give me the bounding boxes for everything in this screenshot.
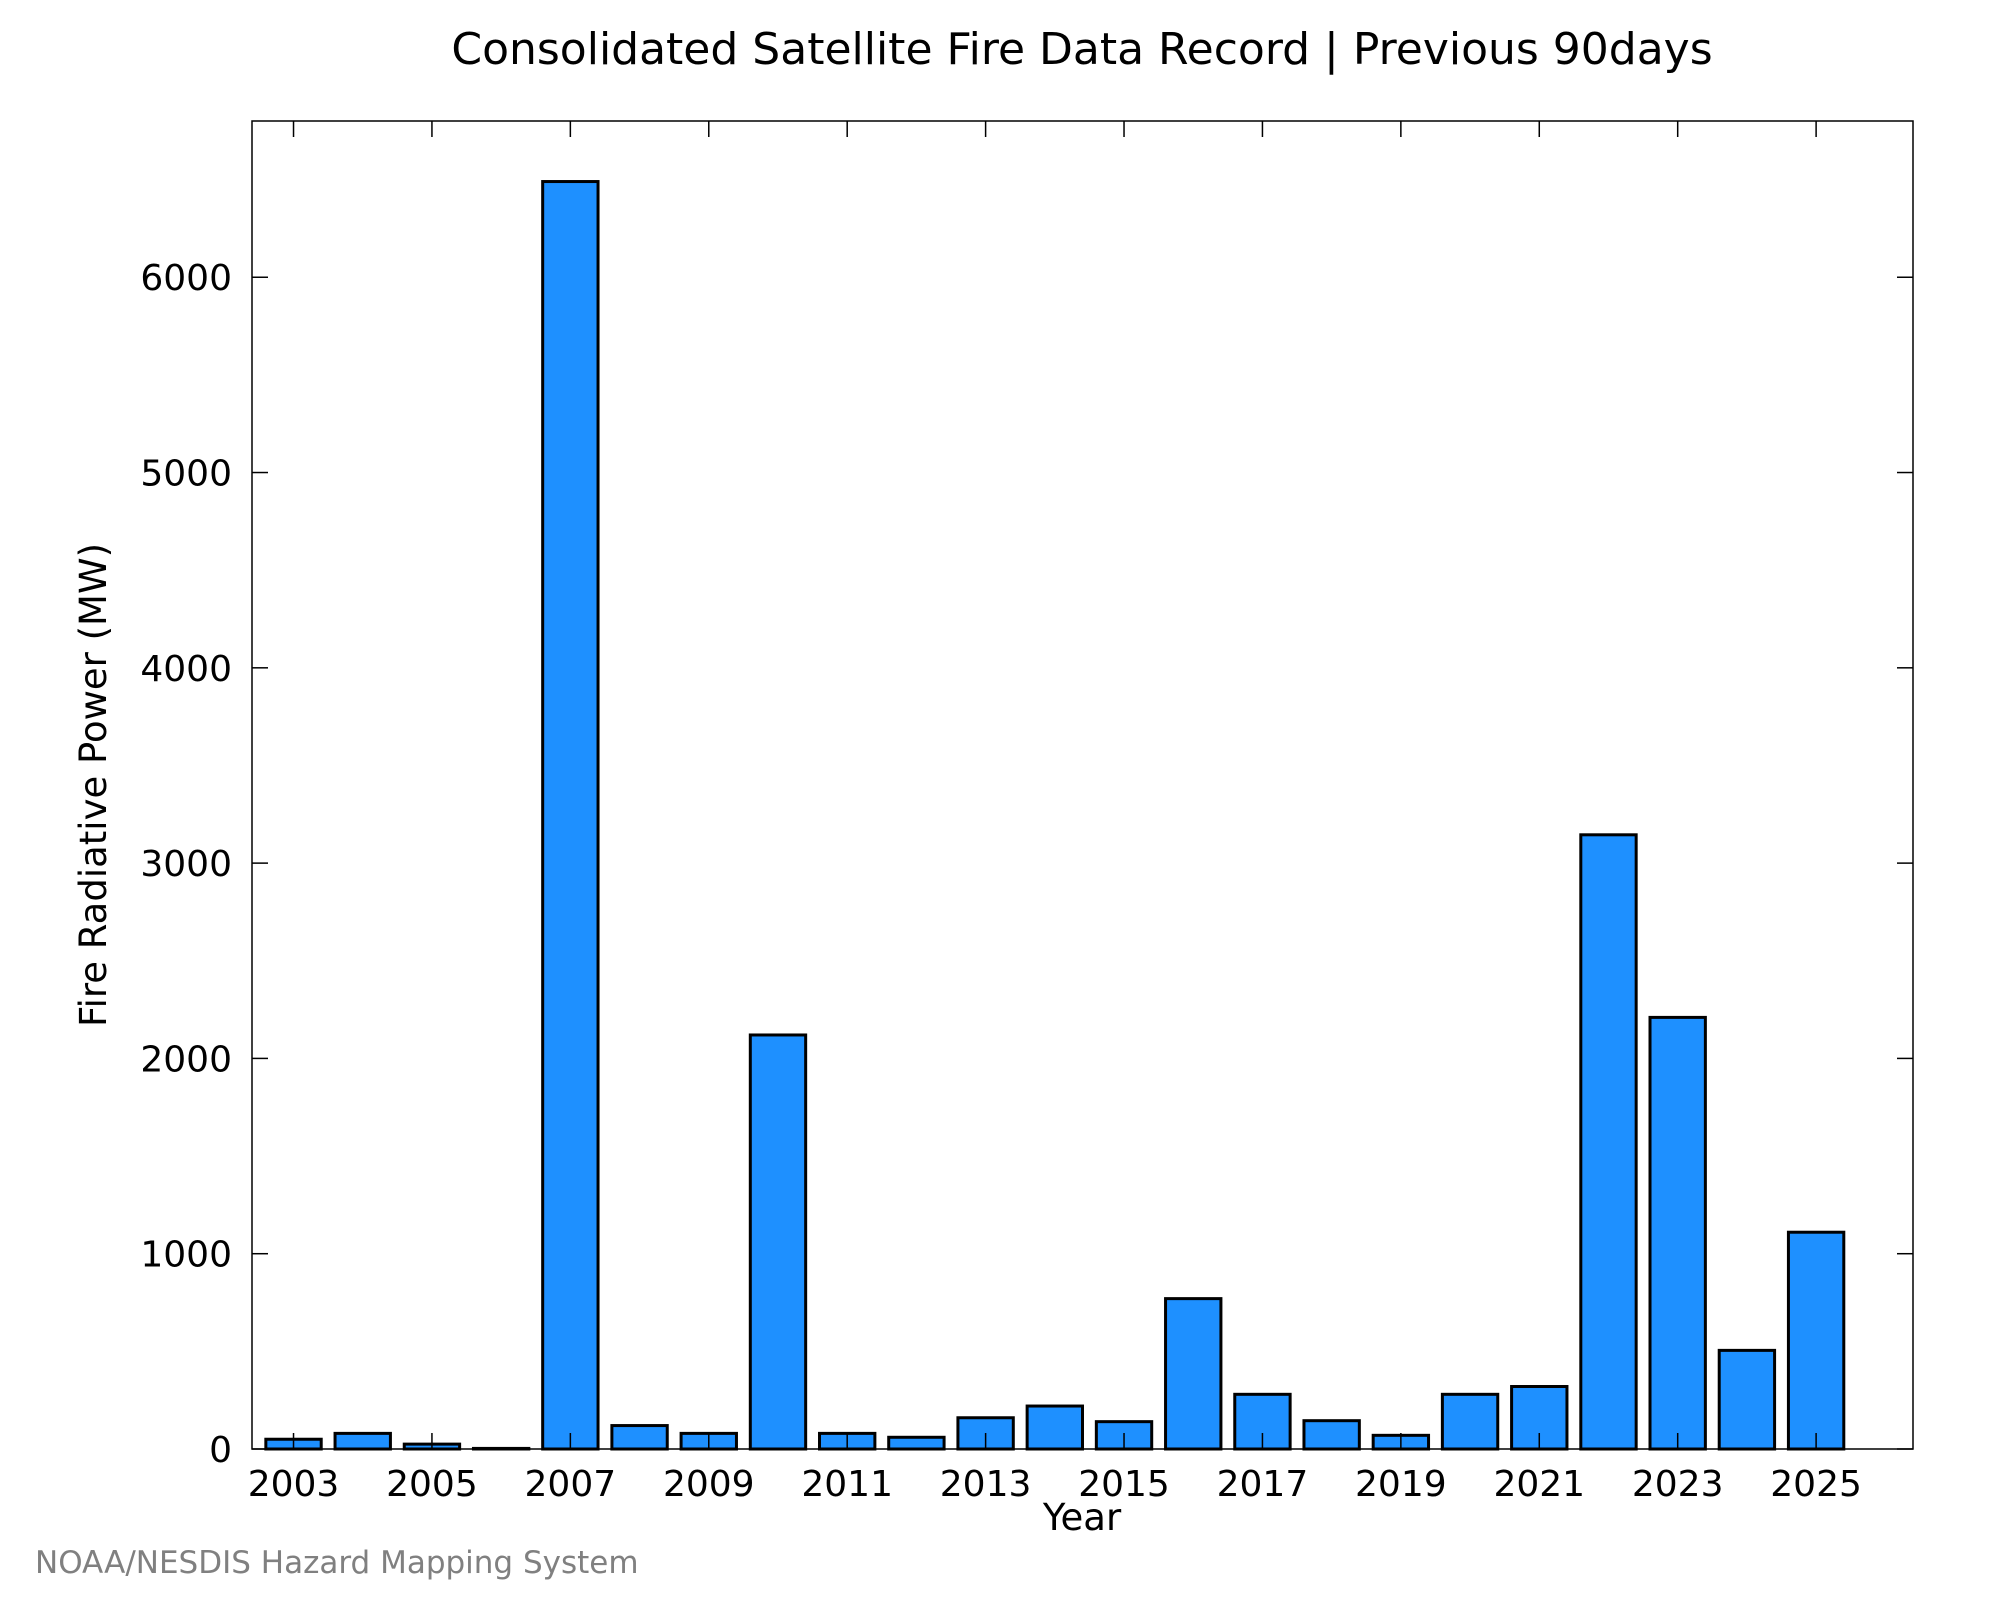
y-tick-label: 3000 [140, 844, 232, 885]
x-tick-label: 2017 [1217, 1464, 1309, 1505]
bar-2025 [1786, 1230, 1846, 1451]
y-axis-label: Fire Radiative Power (MW) [72, 543, 115, 1027]
y-tick-label: 4000 [140, 649, 232, 690]
y-tick-label: 6000 [140, 258, 232, 299]
x-tick-label: 2019 [1355, 1464, 1447, 1505]
x-tick-label: 2023 [1632, 1464, 1724, 1505]
bar-2007 [541, 180, 600, 1451]
y-tick-label: 0 [209, 1430, 232, 1471]
x-tick-label: 2021 [1493, 1464, 1585, 1505]
bar-2024 [1717, 1348, 1777, 1451]
y-tick-label: 1000 [140, 1235, 232, 1276]
y-tick-labels: 0 1000 2000 3000 4000 5000 6000 [140, 258, 232, 1471]
x-axis-label: Year [1042, 1496, 1122, 1539]
x-tick-label: 2007 [525, 1464, 617, 1505]
x-tick-label: 2003 [248, 1464, 340, 1505]
bar-2014 [1025, 1404, 1084, 1451]
y-tick-label: 2000 [140, 1039, 232, 1080]
bars-group [264, 180, 1846, 1451]
x-tick-label: 2005 [386, 1464, 478, 1505]
x-tick-label: 2013 [940, 1464, 1032, 1505]
bar-2008 [610, 1424, 669, 1451]
credit-text: NOAA/NESDIS Hazard Mapping System [35, 1545, 639, 1581]
bar-2016 [1164, 1297, 1223, 1451]
bar-2018 [1302, 1419, 1361, 1451]
bar-2004 [333, 1431, 392, 1451]
plot-frame [251, 120, 1914, 1450]
x-tick-label: 2009 [663, 1464, 755, 1505]
x-tick-label: 2011 [801, 1464, 893, 1505]
x-tick-label: 2015 [1078, 1464, 1170, 1505]
bar-2010 [748, 1033, 808, 1451]
chart-title: Consolidated Satellite Fire Data Record … [451, 24, 1712, 75]
bar-2022 [1579, 833, 1638, 1451]
bar-2012 [887, 1435, 946, 1451]
x-tick-labels: 2003 2005 2007 2009 2011 2013 2015 2017 2019 2021… [248, 1464, 1862, 1505]
bar-2020 [1440, 1392, 1500, 1451]
bar-2023 [1648, 1015, 1707, 1451]
x-tick-label: 2025 [1770, 1464, 1862, 1505]
y-tick-label: 5000 [140, 454, 232, 495]
